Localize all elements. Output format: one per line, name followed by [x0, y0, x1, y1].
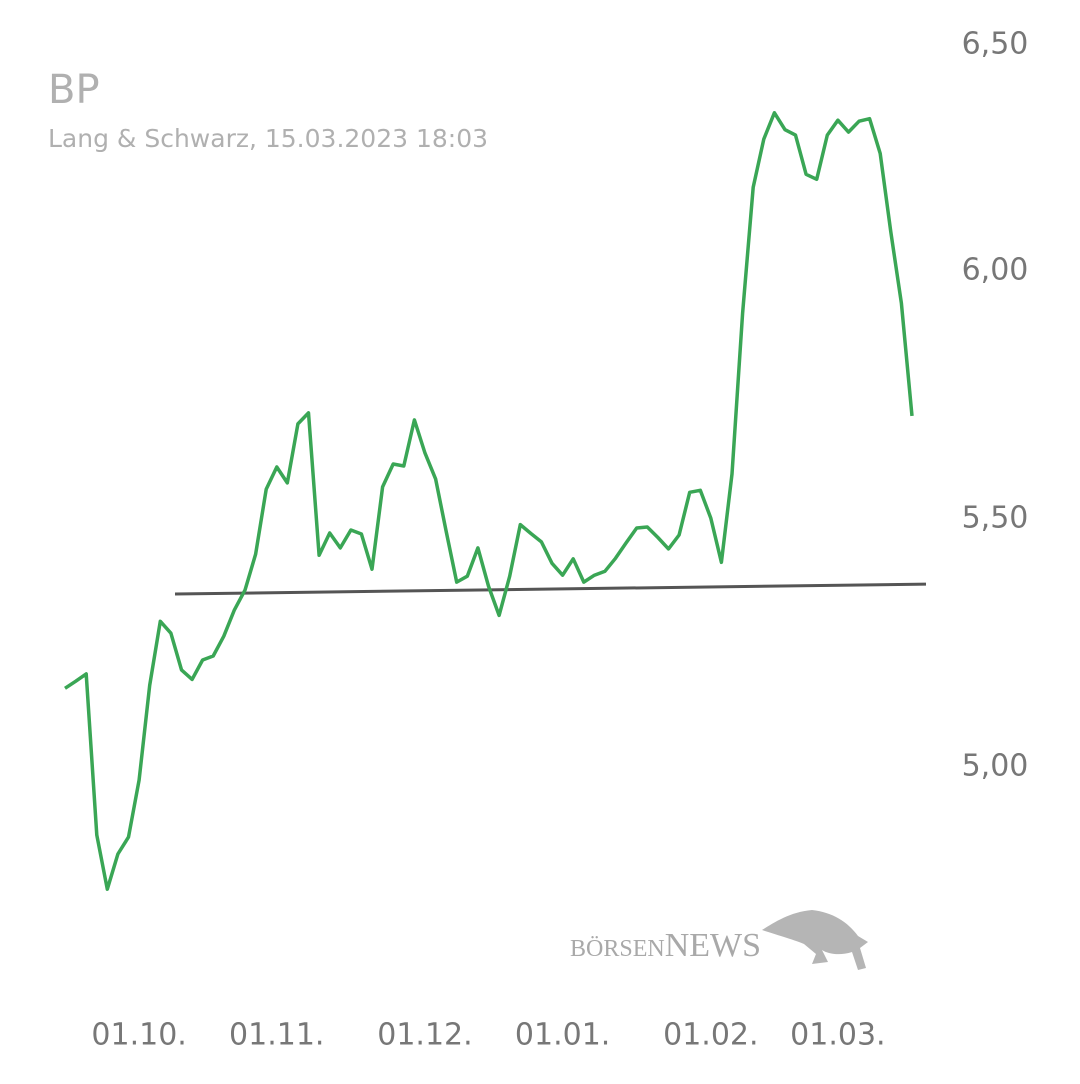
- chart-title: BP: [48, 67, 100, 113]
- y-tick-label: 6,50: [962, 27, 1029, 62]
- x-tick-label: 01.11.: [229, 1018, 324, 1053]
- x-tick-label: 01.02.: [663, 1018, 758, 1053]
- chart-subtitle: Lang & Schwarz, 15.03.2023 18:03: [48, 124, 488, 153]
- x-tick-label: 01.01.: [515, 1018, 610, 1053]
- logo-bull: [762, 910, 868, 970]
- y-tick-label: 5,50: [962, 501, 1029, 536]
- logo: börsenNEWS: [570, 910, 868, 970]
- y-tick-label: 5,00: [962, 749, 1029, 784]
- logo-text: börsenNEWS: [570, 927, 761, 964]
- x-tick-label: 01.03.: [790, 1018, 885, 1053]
- y-tick-label: 6,00: [962, 253, 1029, 288]
- reference-line: [174, 582, 927, 596]
- x-tick-label: 01.10.: [91, 1018, 186, 1053]
- x-tick-label: 01.12.: [377, 1018, 472, 1053]
- price-line: [64, 111, 914, 891]
